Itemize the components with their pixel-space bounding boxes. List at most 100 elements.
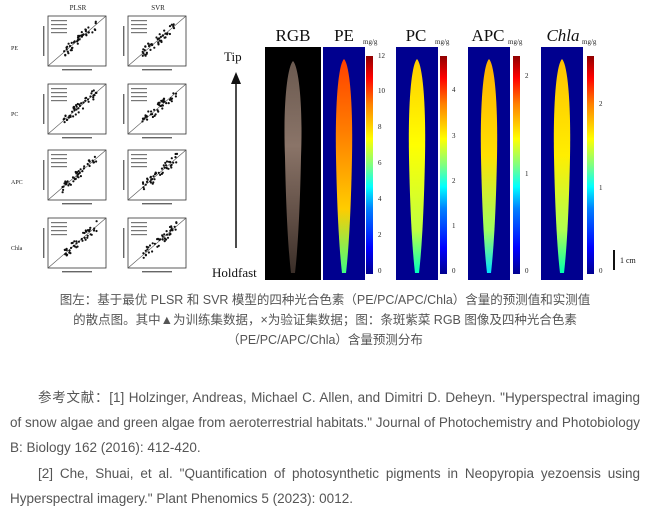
- scatter-point: [71, 176, 75, 179]
- scatter-point: [87, 100, 90, 103]
- scatter-point: [95, 229, 98, 233]
- scatter-point: [168, 233, 171, 236]
- scatter-point: [92, 98, 95, 101]
- scatter-stats-text: [131, 154, 147, 156]
- apc-tick: 0: [525, 267, 529, 275]
- scatter-point: [81, 239, 84, 242]
- scatter-point: [153, 46, 156, 49]
- chla-blade-map: [553, 59, 571, 273]
- scatter-stats-text: [51, 24, 67, 26]
- scatter-point: [142, 252, 145, 255]
- scatter-point: [163, 29, 166, 32]
- scatter-point: [65, 48, 68, 51]
- scatter-stats-text: [131, 234, 147, 236]
- chla-colorbar: [587, 56, 594, 274]
- scatter-y-axis-label: [123, 228, 125, 258]
- scatter-point: [77, 38, 80, 41]
- scatter-point: [170, 163, 173, 166]
- scatter-point: [160, 40, 163, 44]
- scatter-point: [170, 166, 173, 169]
- scatter-identity-line: [127, 217, 187, 269]
- scatter-point: [86, 162, 89, 166]
- pc-tick: 4: [452, 86, 456, 94]
- scatter-point: [89, 226, 92, 229]
- scatter-point: [172, 161, 175, 164]
- scatter-y-axis-label: [123, 94, 125, 124]
- scatter-stats-text: [51, 88, 67, 90]
- scatter-point: [172, 23, 175, 26]
- apc-colorbar-ticks: 2 1 0: [525, 52, 537, 276]
- scatter-point: [165, 166, 168, 169]
- scatter-point: [161, 234, 164, 237]
- scatter-point: [76, 173, 79, 176]
- scatter-x-axis-label: [142, 271, 172, 273]
- scatter-stats-text: [131, 222, 147, 224]
- scatter-point: [152, 175, 155, 178]
- scatter-x-axis-label: [142, 69, 172, 71]
- apc-colorbar: [513, 56, 520, 274]
- scatter-point: [153, 242, 156, 245]
- scatter-point: [95, 220, 98, 223]
- scatter-point: [84, 229, 87, 232]
- scatter-point: [83, 165, 86, 168]
- scatter-point: [142, 256, 145, 259]
- scatter-point: [81, 107, 85, 110]
- scatter-point: [82, 231, 85, 234]
- scatter-point: [69, 252, 72, 255]
- scatter-point: [157, 101, 160, 104]
- apc-tick: 1: [525, 170, 529, 178]
- scatter-stats-text: [131, 28, 147, 30]
- scatter-point: [72, 41, 75, 44]
- scatter-row-label-apc: APC: [11, 180, 23, 186]
- scatter-point: [76, 175, 79, 178]
- reference-2: [2] Che, Shuai, et al. "Quantification o…: [10, 466, 640, 506]
- scatter-stats-text: [131, 100, 147, 102]
- scatter-point: [159, 173, 162, 176]
- scatter-stats-text: [131, 230, 147, 232]
- pe-map-panel: [323, 47, 365, 280]
- pe-blade-map: [335, 59, 353, 273]
- scatter-point: [84, 238, 87, 241]
- apc-blade-map: [480, 59, 498, 273]
- scatter-row-label-pe: PE: [11, 46, 19, 52]
- scatter-point: [94, 91, 97, 94]
- scatter-point: [143, 49, 146, 52]
- pe-tick: 0: [378, 267, 382, 275]
- scatter-point: [152, 181, 155, 184]
- scatter-point: [166, 236, 170, 239]
- scatter-point: [175, 221, 178, 225]
- scatter-point: [147, 42, 150, 45]
- scatter-stats-text: [131, 226, 147, 228]
- scatter-point: [61, 191, 64, 194]
- scatter-y-axis-label: [43, 228, 45, 258]
- scatter-point: [142, 52, 145, 55]
- scatter-point: [86, 236, 89, 239]
- scatter-point: [158, 39, 161, 42]
- scatter-point: [64, 183, 67, 186]
- scatter-point: [75, 240, 78, 243]
- pc-tick: 1: [452, 222, 456, 230]
- scatter-stats-text: [51, 230, 67, 232]
- scatter-point: [95, 160, 98, 163]
- scatter-point: [75, 108, 78, 111]
- scatter-point: [67, 116, 70, 119]
- scatter-point: [150, 43, 153, 46]
- scatter-stats-text: [131, 162, 147, 164]
- scatter-point: [157, 244, 160, 247]
- scatter-stats-text: [51, 222, 67, 224]
- scatter-y-axis-label: [123, 26, 125, 56]
- scatter-stats-text: [51, 166, 67, 168]
- holdfast-label: Holdfast: [212, 265, 257, 280]
- scatter-point: [167, 102, 170, 105]
- pc-unit: mg/g: [435, 38, 450, 46]
- pc-colorbar: [440, 56, 447, 274]
- scatter-point: [159, 35, 162, 39]
- scatter-stats-text: [51, 100, 67, 102]
- scatter-point: [141, 54, 144, 57]
- map-head-pc: PC: [405, 26, 427, 45]
- map-head-rgb: RGB: [275, 26, 311, 45]
- scatter-point: [82, 101, 85, 104]
- pc-colorbar-ticks: 4 3 2 1 0: [452, 52, 464, 276]
- scatter-point: [144, 45, 147, 48]
- scatter-point: [71, 241, 74, 244]
